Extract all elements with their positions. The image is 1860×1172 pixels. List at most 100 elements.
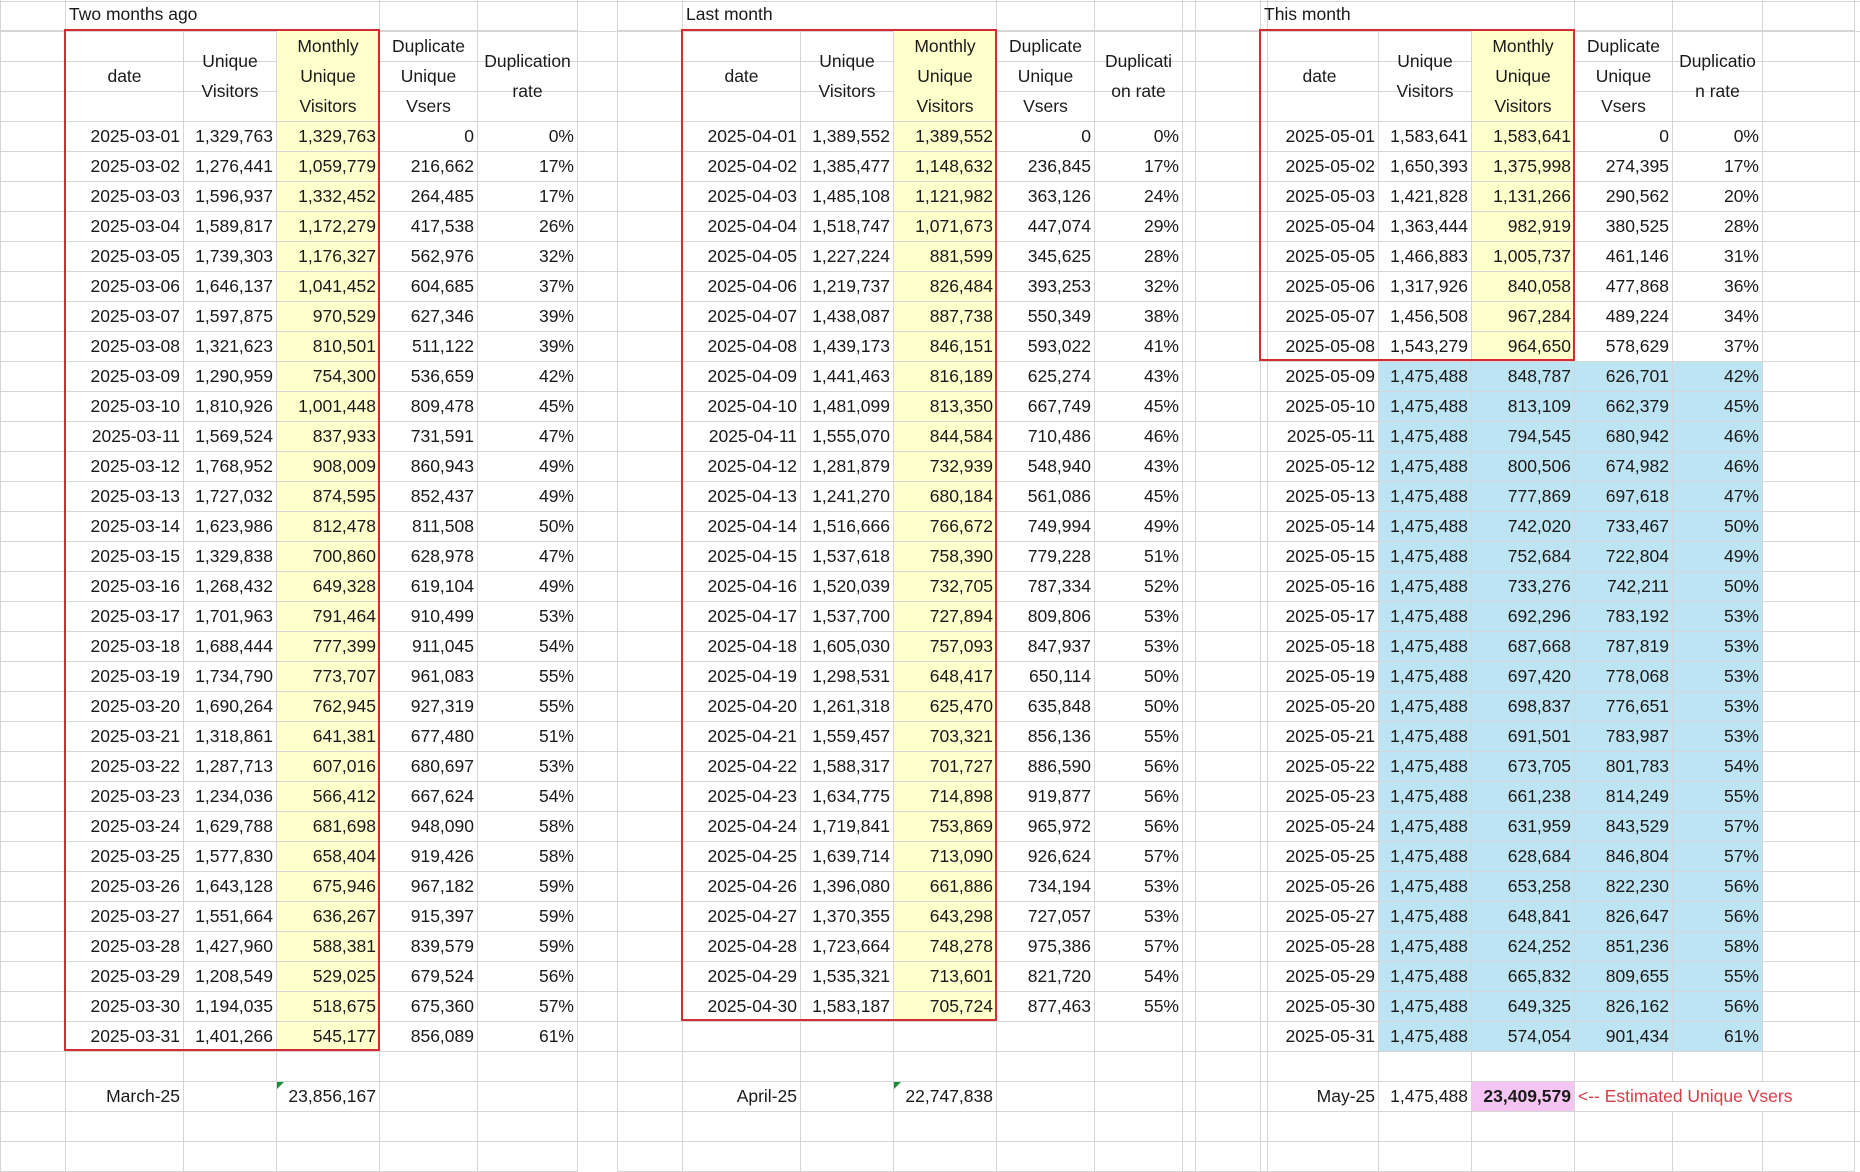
- monthly-unique-cell[interactable]: 982,919: [1471, 211, 1575, 242]
- date-cell[interactable]: 2025-05-23: [1260, 781, 1379, 812]
- empty-cell[interactable]: [0, 931, 66, 962]
- date-cell[interactable]: 2025-03-12: [65, 451, 184, 482]
- duplicate-cell[interactable]: 264,485: [379, 181, 478, 212]
- unique-visitors-cell[interactable]: 1,290,959: [183, 361, 277, 392]
- rate-cell[interactable]: 53%: [1094, 871, 1183, 902]
- empty-cell[interactable]: [1672, 0, 1763, 31]
- date-cell[interactable]: 2025-05-19: [1260, 661, 1379, 692]
- empty-cell[interactable]: [0, 661, 66, 692]
- unique-visitors-cell[interactable]: 1,441,463: [800, 361, 894, 392]
- empty-cell[interactable]: [0, 841, 66, 872]
- header-dup[interactable]: Duplicate Unique Vsers: [1574, 30, 1673, 122]
- duplicate-cell[interactable]: 965,972: [996, 811, 1095, 842]
- empty-cell[interactable]: [617, 1051, 683, 1082]
- unique-visitors-cell[interactable]: 1,650,393: [1378, 151, 1472, 182]
- unique-visitors-cell[interactable]: 1,439,173: [800, 331, 894, 362]
- monthly-unique-cell[interactable]: 518,675: [276, 991, 380, 1022]
- date-cell[interactable]: 2025-04-26: [682, 871, 801, 902]
- unique-visitors-cell[interactable]: 1,227,224: [800, 241, 894, 272]
- rate-cell[interactable]: 50%: [1672, 511, 1763, 542]
- rate-cell[interactable]: 56%: [1672, 901, 1763, 932]
- empty-cell[interactable]: [1195, 361, 1261, 392]
- empty-cell[interactable]: [1195, 181, 1261, 212]
- empty-cell[interactable]: [0, 601, 66, 632]
- unique-visitors-cell[interactable]: 1,768,952: [183, 451, 277, 482]
- monthly-unique-cell[interactable]: 713,601: [893, 961, 997, 992]
- duplicate-cell[interactable]: 619,104: [379, 571, 478, 602]
- empty-cell[interactable]: [617, 721, 683, 752]
- empty-cell[interactable]: [1574, 0, 1673, 31]
- duplicate-cell[interactable]: 787,819: [1574, 631, 1673, 662]
- unique-visitors-cell[interactable]: 1,475,488: [1378, 811, 1472, 842]
- date-cell[interactable]: 2025-04-11: [682, 421, 801, 452]
- duplicate-cell[interactable]: 627,346: [379, 301, 478, 332]
- monthly-unique-cell[interactable]: 680,184: [893, 481, 997, 512]
- rate-cell[interactable]: 31%: [1672, 241, 1763, 272]
- empty-cell[interactable]: [1762, 691, 1855, 722]
- empty-cell[interactable]: [1574, 1141, 1673, 1172]
- unique-visitors-cell[interactable]: 1,537,618: [800, 541, 894, 572]
- empty-cell[interactable]: [1574, 1051, 1673, 1082]
- duplicate-cell[interactable]: 911,045: [379, 631, 478, 662]
- duplicate-cell[interactable]: 783,987: [1574, 721, 1673, 752]
- duplicate-cell[interactable]: 0: [379, 121, 478, 152]
- empty-cell[interactable]: [477, 1081, 578, 1112]
- empty-cell[interactable]: [1762, 391, 1855, 422]
- monthly-unique-cell[interactable]: 697,420: [1471, 661, 1575, 692]
- date-cell[interactable]: 2025-03-05: [65, 241, 184, 272]
- duplicate-cell[interactable]: 846,804: [1574, 841, 1673, 872]
- monthly-unique-cell[interactable]: 773,707: [276, 661, 380, 692]
- date-cell[interactable]: 2025-03-23: [65, 781, 184, 812]
- header-rate[interactable]: Duplication rate: [477, 30, 578, 122]
- date-cell[interactable]: 2025-04-07: [682, 301, 801, 332]
- date-cell[interactable]: 2025-05-10: [1260, 391, 1379, 422]
- rate-cell[interactable]: 55%: [477, 661, 578, 692]
- duplicate-cell[interactable]: 548,940: [996, 451, 1095, 482]
- monthly-unique-cell[interactable]: 673,705: [1471, 751, 1575, 782]
- empty-cell[interactable]: [1195, 30, 1261, 122]
- summary-unique[interactable]: [800, 1081, 894, 1112]
- summary-total[interactable]: 23,856,167: [276, 1081, 380, 1112]
- unique-visitors-cell[interactable]: 1,475,488: [1378, 961, 1472, 992]
- summary-month[interactable]: May-25: [1260, 1081, 1379, 1112]
- empty-cell[interactable]: [1762, 1051, 1855, 1082]
- header-dup[interactable]: Duplicate Unique Vsers: [996, 30, 1095, 122]
- unique-visitors-cell[interactable]: 1,475,488: [1378, 901, 1472, 932]
- monthly-unique-cell[interactable]: 727,894: [893, 601, 997, 632]
- empty-cell[interactable]: [617, 661, 683, 692]
- empty-cell[interactable]: [0, 901, 66, 932]
- rate-cell[interactable]: 36%: [1672, 271, 1763, 302]
- rate-cell[interactable]: 59%: [477, 931, 578, 962]
- empty-cell[interactable]: [1195, 0, 1261, 31]
- date-cell[interactable]: 2025-03-26: [65, 871, 184, 902]
- empty-cell[interactable]: [1195, 571, 1261, 602]
- monthly-unique-cell[interactable]: 794,545: [1471, 421, 1575, 452]
- duplicate-cell[interactable]: 847,937: [996, 631, 1095, 662]
- duplicate-cell[interactable]: 826,162: [1574, 991, 1673, 1022]
- date-cell[interactable]: 2025-03-13: [65, 481, 184, 512]
- monthly-unique-cell[interactable]: 826,484: [893, 271, 997, 302]
- date-cell[interactable]: 2025-05-26: [1260, 871, 1379, 902]
- empty-cell[interactable]: [1195, 691, 1261, 722]
- rate-cell[interactable]: 55%: [477, 691, 578, 722]
- empty-cell[interactable]: [0, 751, 66, 782]
- date-cell[interactable]: 2025-03-29: [65, 961, 184, 992]
- date-cell[interactable]: 2025-05-11: [1260, 421, 1379, 452]
- duplicate-cell[interactable]: 604,685: [379, 271, 478, 302]
- rate-cell[interactable]: 53%: [477, 751, 578, 782]
- rate-cell[interactable]: 45%: [477, 391, 578, 422]
- unique-visitors-cell[interactable]: 1,208,549: [183, 961, 277, 992]
- rate-cell[interactable]: 54%: [1672, 751, 1763, 782]
- date-cell[interactable]: 2025-04-10: [682, 391, 801, 422]
- empty-cell[interactable]: [1260, 1051, 1379, 1082]
- monthly-unique-cell[interactable]: 649,328: [276, 571, 380, 602]
- monthly-unique-cell[interactable]: 742,020: [1471, 511, 1575, 542]
- empty-cell[interactable]: [800, 1141, 894, 1172]
- date-cell[interactable]: 2025-03-06: [65, 271, 184, 302]
- empty-cell[interactable]: [1471, 1141, 1575, 1172]
- empty-cell[interactable]: [0, 1021, 66, 1052]
- empty-cell[interactable]: [617, 1021, 683, 1052]
- duplicate-cell[interactable]: 477,868: [1574, 271, 1673, 302]
- date-cell[interactable]: 2025-04-20: [682, 691, 801, 722]
- empty-cell[interactable]: [1471, 1111, 1575, 1142]
